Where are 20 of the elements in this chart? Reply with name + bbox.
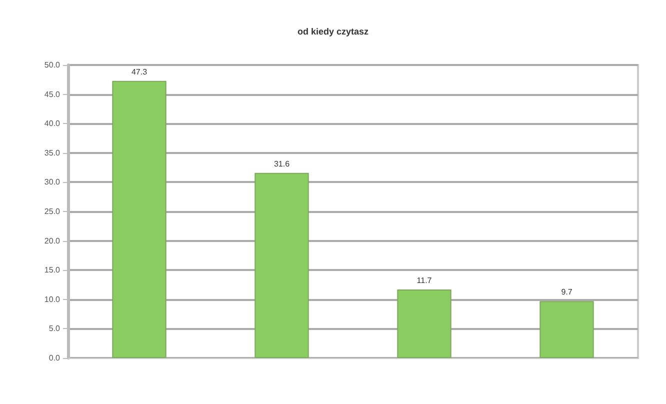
y-tick-label: 5.0 (48, 324, 61, 334)
y-tick-label: 45.0 (44, 90, 61, 99)
y-tick-label: 20.0 (44, 236, 61, 246)
bar (397, 289, 452, 358)
data-label: 31.6 (274, 159, 290, 168)
bar (254, 172, 309, 358)
y-tick-label: 30.0 (44, 178, 61, 187)
y-tick-label: 10.0 (44, 294, 61, 304)
data-label: 9.7 (561, 288, 573, 297)
y-tick-label: 50.0 (44, 60, 61, 70)
y-tick-label: 25.0 (44, 207, 61, 216)
bar (540, 301, 594, 358)
y-tick-label: 15.0 (44, 266, 61, 275)
data-label: 47.3 (131, 67, 148, 76)
y-tick-label: 40.0 (44, 119, 61, 128)
y-tick-label: 35.0 (44, 148, 61, 158)
bar (112, 80, 166, 358)
chart-title: od kiedy czytasz (297, 26, 370, 36)
data-label: 11.7 (416, 276, 432, 285)
y-tick-label: 0.0 (48, 354, 61, 362)
